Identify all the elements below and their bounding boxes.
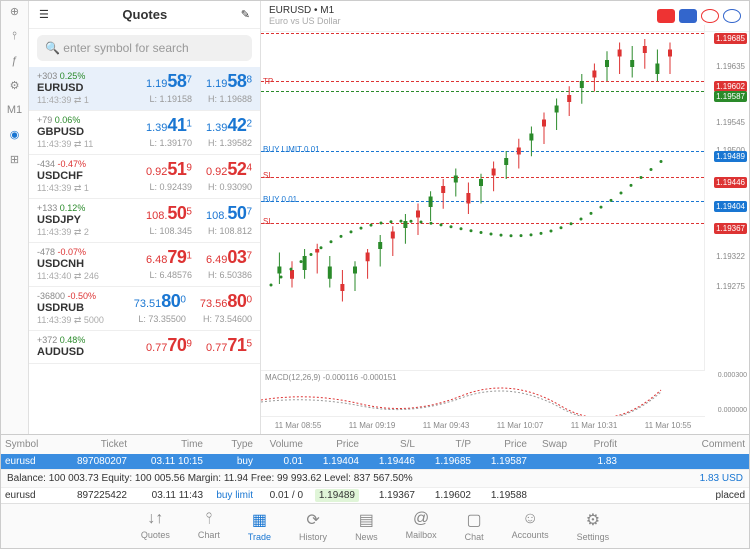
chart-plot[interactable]: TPBUY LIMIT 0.01SLBUY 0.01SL bbox=[261, 25, 705, 370]
sidebar-tool-2[interactable]: ƒ bbox=[6, 55, 24, 67]
tab-history[interactable]: ⟳History bbox=[299, 510, 327, 542]
quote-row-AUDUSD[interactable]: +372 0.48% AUDUSD 0.77709 0.77715 bbox=[29, 331, 260, 364]
quote-row-EURUSD[interactable]: +303 0.25% EURUSD 11:43:39 ⇄ 1 1.19587L:… bbox=[29, 67, 260, 111]
sidebar-tool-1[interactable]: ⫯ bbox=[6, 30, 24, 43]
chart-controls[interactable] bbox=[657, 9, 741, 23]
orders-header: SymbolTicketTimeTypeVolumePriceS/LT/PPri… bbox=[1, 435, 749, 454]
order-row[interactable]: eurusd89708020703.11 10:15buy0.011.19404… bbox=[1, 454, 749, 469]
macd-panel: MACD(12,26,9) -0.000116 -0.000151 bbox=[261, 370, 705, 416]
balance-profit: 1.83 USD bbox=[700, 473, 743, 484]
y-axis: 1.196851.196351.196021.195871.195451.195… bbox=[705, 25, 749, 370]
tab-mailbox[interactable]: @Mailbox bbox=[406, 510, 437, 542]
quotes-panel: ☰ Quotes ✎ 🔍 enter symbol for search +30… bbox=[29, 1, 261, 434]
tab-trade[interactable]: ▦Trade bbox=[248, 510, 271, 542]
tab-chat[interactable]: ▢Chat bbox=[465, 510, 484, 542]
search-input[interactable]: 🔍 enter symbol for search bbox=[37, 35, 252, 61]
bottom-tabs: ↓↑Quotes ⫯Chart ▦Trade ⟳History ▤News @Mailbo… bbox=[1, 503, 749, 548]
tab-settings[interactable]: ⚙Settings bbox=[577, 510, 610, 542]
left-sidebar: ⊕ ⫯ ƒ ⚙ M1 ◉ ⊞ bbox=[1, 1, 29, 434]
quote-row-USDCHF[interactable]: -434 -0.47% USDCHF 11:43:39 ⇄ 1 0.92519L… bbox=[29, 155, 260, 199]
order-row[interactable]: eurusd89722542203.11 11:43buy limit0.01 … bbox=[1, 488, 749, 503]
tab-accounts[interactable]: ☺Accounts bbox=[512, 510, 549, 542]
macd-plot bbox=[261, 384, 705, 416]
quotes-list: +303 0.25% EURUSD 11:43:39 ⇄ 1 1.19587L:… bbox=[29, 67, 260, 434]
quote-row-GBPUSD[interactable]: +79 0.06% GBPUSD 11:43:39 ⇄ 11 1.39411L:… bbox=[29, 111, 260, 155]
chart-panel: EURUSD • M1 Euro vs US Dollar TPBUY LIMI… bbox=[261, 1, 749, 434]
sidebar-tool-6[interactable]: ⊞ bbox=[6, 153, 24, 166]
quote-row-USDJPY[interactable]: +133 0.12% USDJPY 11:43:39 ⇄ 2 108.505L:… bbox=[29, 199, 260, 243]
quotes-title: Quotes bbox=[122, 7, 167, 22]
x-axis: 11 Mar 08:5511 Mar 09:1911 Mar 09:4311 M… bbox=[261, 416, 705, 434]
tab-quotes[interactable]: ↓↑Quotes bbox=[141, 510, 170, 542]
sidebar-tool-5[interactable]: ◉ bbox=[6, 128, 24, 141]
list-icon[interactable]: ☰ bbox=[39, 8, 49, 21]
quote-row-USDRUB[interactable]: -36800 -0.50% USDRUB 11:43:39 ⇄ 5000 73.… bbox=[29, 287, 260, 331]
tab-news[interactable]: ▤News bbox=[355, 510, 378, 542]
sidebar-tool-4[interactable]: M1 bbox=[6, 104, 24, 116]
balance-text: Balance: 100 003.73 Equity: 100 005.56 M… bbox=[7, 473, 413, 484]
quote-row-USDCNH[interactable]: -478 -0.07% USDCNH 11:43:40 ⇄ 246 6.4879… bbox=[29, 243, 260, 287]
tab-chart[interactable]: ⫯Chart bbox=[198, 510, 220, 542]
sidebar-tool-3[interactable]: ⚙ bbox=[6, 79, 24, 92]
orders-panel: SymbolTicketTimeTypeVolumePriceS/LT/PPri… bbox=[1, 434, 749, 503]
chart-title: EURUSD • M1 bbox=[269, 5, 334, 16]
sidebar-tool-0[interactable]: ⊕ bbox=[6, 5, 24, 18]
edit-icon[interactable]: ✎ bbox=[241, 8, 250, 21]
